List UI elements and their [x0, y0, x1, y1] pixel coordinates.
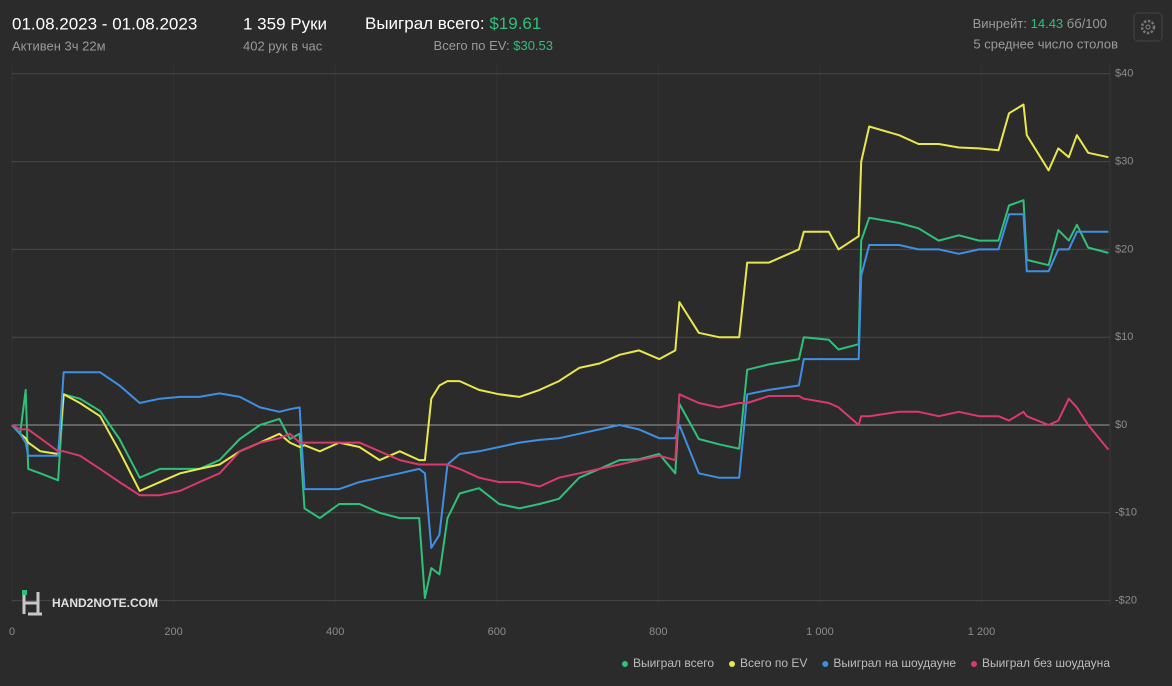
legend-label: Выиграл всего	[633, 656, 714, 670]
ev-value: $30.53	[513, 38, 553, 53]
winrate-unit: бб/100	[1067, 16, 1107, 31]
avg-tables: 5 среднее число столов	[973, 36, 1118, 51]
settings-frame[interactable]	[1133, 12, 1163, 42]
gear-hub[interactable]	[1145, 24, 1151, 30]
winrate-label: Винрейт:	[973, 16, 1027, 31]
logo-accent	[22, 590, 27, 595]
y-tick-label: $20	[1115, 243, 1133, 255]
plot: 0 200 400 600 800 1 000 1 200 -$20 -$10 $0 $10 $20 $…	[9, 65, 1137, 638]
series-line	[11, 393, 1110, 497]
legend-dot	[729, 661, 736, 667]
watermark-text: HAND2NOTE.COM	[52, 596, 158, 610]
y-tick-label: -$20	[1115, 595, 1137, 607]
y-tick-label: $30	[1115, 155, 1133, 167]
watermark: HAND2NOTE.COM	[22, 590, 158, 616]
legend: Выиграл без шоудауна Выиграл на шоудауне В…	[621, 656, 1110, 670]
x-tick-label: 1 200	[968, 626, 996, 638]
hands-per-hour: 402 рук в час	[243, 38, 323, 53]
y-tick-label: -$10	[1115, 507, 1137, 519]
logo	[22, 592, 42, 616]
series-line	[11, 103, 1109, 492]
series-line	[11, 213, 1109, 549]
x-tick-label: 400	[326, 626, 344, 638]
won-value: $19.61	[489, 14, 541, 33]
legend-label: Выиграл без шоудауна	[982, 656, 1110, 670]
legend-label: Всего по EV	[740, 656, 807, 670]
hands: 1 359 Руки	[243, 14, 327, 33]
legend-dot	[822, 661, 829, 667]
y-tick-label: $10	[1115, 331, 1133, 343]
series-line	[11, 199, 1109, 599]
legend-dot	[971, 661, 977, 667]
x-tick-label: 0	[9, 626, 15, 638]
settings-button[interactable]	[1133, 12, 1163, 42]
winrate: Винрейт: 14.43 бб/100	[973, 16, 1107, 31]
ev-total: Всего по EV: $30.53	[434, 38, 553, 53]
ev-label: Всего по EV:	[434, 38, 510, 53]
date-range: 01.08.2023 - 01.08.2023	[12, 14, 197, 33]
legend-dot	[621, 661, 628, 667]
won-label: Выиграл всего:	[365, 14, 485, 33]
x-tick-label: 200	[164, 626, 182, 638]
y-tick-label: $40	[1115, 68, 1133, 80]
gear[interactable]	[1140, 19, 1156, 35]
x-tick-label: 1 000	[806, 626, 834, 638]
y-tick-label: $0	[1115, 419, 1127, 431]
x-tick-label: 800	[649, 626, 667, 638]
x-tick-label: 600	[488, 626, 506, 638]
legend-label: Выиграл на шоудауне	[833, 656, 956, 670]
winrate-value: 14.43	[1031, 16, 1064, 31]
won-total: Выиграл всего: $19.61	[365, 14, 541, 33]
active-time: Активен 3ч 22м	[12, 38, 106, 53]
